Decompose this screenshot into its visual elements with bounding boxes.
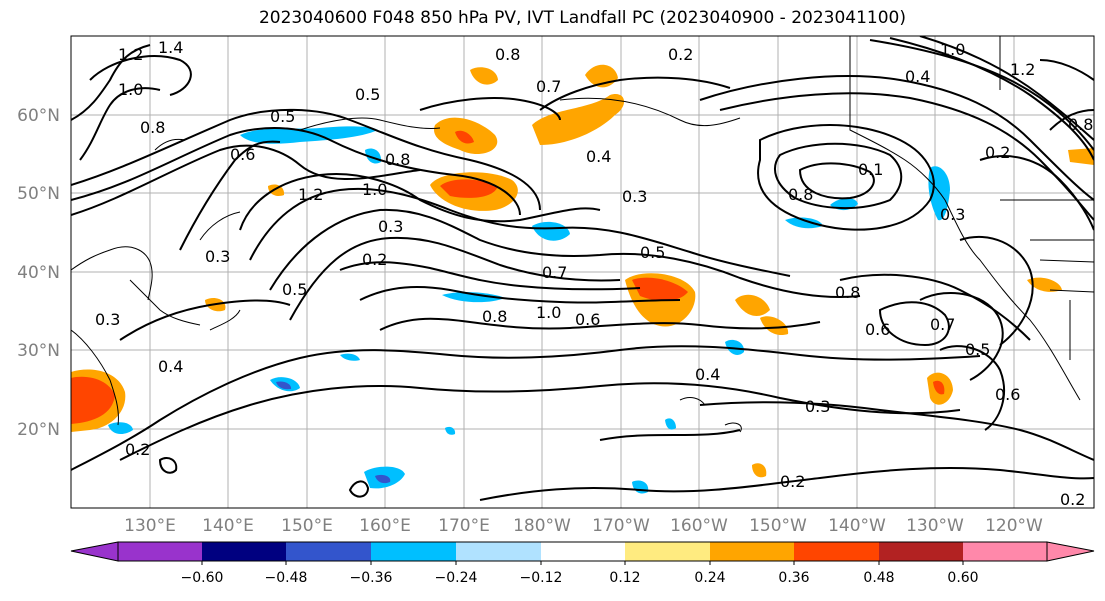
map-title: 2023040600 F048 850 hPa PV, IVT Landfall… — [258, 8, 906, 28]
contour-label: 0.2 — [1060, 490, 1085, 509]
contour-label: 0.8 — [1068, 115, 1093, 134]
contour-label: 0.7 — [542, 263, 567, 282]
contour-label: 0.2 — [780, 472, 805, 491]
contour-label: 0.4 — [586, 147, 611, 166]
contour-label: 0.2 — [668, 45, 693, 64]
contour-label: 0.8 — [495, 45, 520, 64]
contour-label: 1.2 — [118, 45, 143, 64]
colorbar-tick-label: −0.36 — [350, 570, 393, 586]
lon-label: 180°W — [513, 516, 571, 536]
lon-label: 170°E — [438, 516, 490, 536]
contour-label: 1.0 — [362, 180, 387, 199]
colorbar-swatch — [879, 542, 963, 561]
colorbar-swatch — [963, 542, 1047, 561]
contour-label: 0.3 — [805, 397, 830, 416]
colorbar-swatch — [286, 542, 371, 561]
contour-label: 0.8 — [788, 185, 813, 204]
colorbar-tick-label: −0.48 — [265, 570, 308, 586]
contour-label: 0.2 — [985, 143, 1010, 162]
lon-label: 140°E — [202, 516, 254, 536]
negative-shading — [108, 126, 950, 494]
contour-label: 1.0 — [940, 40, 965, 59]
contour-label: 0.3 — [622, 187, 647, 206]
lon-label: 140°W — [828, 516, 886, 536]
lat-label: 20°N — [17, 420, 60, 440]
pv-contours — [71, 36, 1094, 501]
contour-label: 0.7 — [536, 77, 561, 96]
contour-label: 1.4 — [158, 38, 183, 57]
contour-label: 0.5 — [270, 107, 295, 126]
lat-label: 50°N — [17, 184, 60, 204]
lat-label: 60°N — [17, 106, 60, 126]
colorbar-swatch — [541, 542, 625, 561]
lat-label: 40°N — [17, 263, 60, 283]
contour-label: 1.2 — [298, 185, 323, 204]
contour-label: 0.3 — [95, 310, 120, 329]
contour-label: 0.3 — [940, 205, 965, 224]
contour-label: 0.6 — [230, 145, 255, 164]
colorbar-tick-label: −0.12 — [520, 570, 563, 586]
contour-label: 0.2 — [362, 250, 387, 269]
contour-label: 0.4 — [158, 357, 183, 376]
contour-label: 0.8 — [835, 283, 860, 302]
longitude-labels: 130°E 140°E 150°E 160°E 170°E 180°W 170°… — [124, 516, 1043, 536]
colorbar-border — [117, 541, 1048, 562]
contour-label: 0.5 — [355, 85, 380, 104]
colorbar-high-extension — [1046, 541, 1095, 562]
colorbar-tick-label: −0.24 — [435, 570, 478, 586]
contour-label: 0.6 — [865, 320, 890, 339]
latitude-labels: 60°N 50°N 40°N 30°N 20°N — [17, 106, 60, 440]
lon-label: 160°W — [670, 516, 728, 536]
colorbar: −0.60 −0.48 −0.36 −0.24 −0.12 0.12 0.24 … — [70, 541, 1095, 586]
coastlines — [71, 36, 1094, 433]
colorbar-swatch — [371, 542, 456, 561]
contour-label: 1.0 — [536, 303, 561, 322]
contour-label: 1.0 — [118, 80, 143, 99]
colorbar-tick-label: 0.60 — [947, 570, 978, 586]
colorbar-swatch — [118, 542, 202, 561]
colorbar-swatch — [794, 542, 879, 561]
contour-label: 0.4 — [695, 365, 720, 384]
contour-label: 0.4 — [905, 67, 930, 86]
contour-label: 0.5 — [282, 280, 307, 299]
contour-label: 0.5 — [640, 243, 665, 262]
contour-label: 0.8 — [482, 307, 507, 326]
lon-label: 150°W — [749, 516, 807, 536]
contour-label: 0.6 — [575, 310, 600, 329]
contour-label: 0.7 — [930, 315, 955, 334]
lon-label: 160°E — [359, 516, 411, 536]
colorbar-tick-label: 0.36 — [778, 570, 809, 586]
contour-label: 0.6 — [995, 385, 1020, 404]
colorbar-swatch — [710, 542, 794, 561]
contour-label: 0.8 — [385, 150, 410, 169]
colorbar-tick-label: 0.24 — [694, 570, 725, 586]
colorbar-low-extension — [70, 541, 119, 562]
contour-label: 0.2 — [125, 440, 150, 459]
colorbar-swatch — [456, 542, 541, 561]
lon-label: 120°W — [985, 516, 1043, 536]
colorbar-swatch — [625, 542, 710, 561]
contour-label: 0.1 — [858, 160, 883, 179]
contour-label: 1.2 — [1010, 60, 1035, 79]
lon-label: 170°W — [592, 516, 650, 536]
lon-label: 130°E — [124, 516, 176, 536]
contour-label: 0.8 — [140, 118, 165, 137]
lon-label: 130°W — [906, 516, 964, 536]
colorbar-tick-label: 0.48 — [863, 570, 894, 586]
lon-label: 150°E — [281, 516, 333, 536]
colorbar-swatch — [202, 542, 286, 561]
colorbar-tick-label: 0.12 — [609, 570, 640, 586]
lat-label: 30°N — [17, 341, 60, 361]
contour-label: 0.3 — [378, 217, 403, 236]
contour-label: 0.5 — [965, 340, 990, 359]
contour-labels: 1.2 1.4 1.0 0.8 0.5 0.6 0.5 0.8 1.0 1.2 … — [95, 38, 1093, 509]
map-border — [70, 35, 1095, 509]
contour-label: 0.3 — [205, 247, 230, 266]
colorbar-tick-label: −0.60 — [181, 570, 224, 586]
